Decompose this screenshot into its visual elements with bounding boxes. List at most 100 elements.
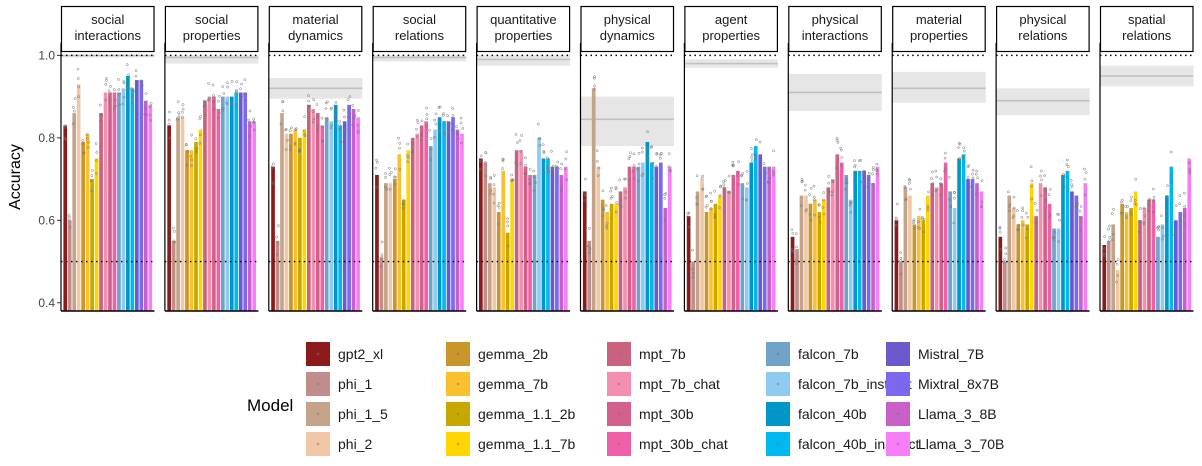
bar <box>767 166 772 311</box>
bar <box>695 191 700 311</box>
data-point <box>451 114 455 117</box>
data-point <box>71 122 75 126</box>
data-point <box>1083 167 1086 171</box>
data-point <box>736 170 740 174</box>
legend-label: phi_1_5 <box>338 406 388 422</box>
data-point <box>546 166 550 169</box>
data-point <box>202 104 206 108</box>
data-point <box>646 130 649 134</box>
data-point <box>1169 178 1173 182</box>
data-point <box>207 98 210 102</box>
data-point <box>284 148 288 151</box>
data-point <box>745 169 749 173</box>
data-point <box>240 95 243 98</box>
data-point <box>81 142 84 146</box>
y-tick-label: 0.8 <box>38 131 55 145</box>
data-point <box>723 179 727 182</box>
data-point <box>967 164 971 167</box>
data-point <box>316 115 319 118</box>
data-point <box>637 151 641 155</box>
legend-swatch <box>607 342 631 366</box>
data-point <box>705 203 709 207</box>
data-point <box>515 164 519 167</box>
data-point <box>663 196 667 200</box>
data-point <box>393 167 397 171</box>
data-point <box>112 107 116 111</box>
data-point <box>1003 258 1006 261</box>
data-point <box>375 185 378 189</box>
data-point <box>1075 203 1079 206</box>
legend-item: phi_1 <box>306 372 372 396</box>
legend-label: falcon_7b_instruct <box>798 376 912 392</box>
data-point <box>597 166 601 170</box>
data-point <box>588 226 591 230</box>
data-point <box>239 87 242 91</box>
facet-title: physical interactions <box>802 12 869 43</box>
data-point <box>244 92 248 96</box>
bar <box>1065 170 1070 311</box>
data-point <box>926 206 930 210</box>
data-point <box>492 201 496 205</box>
data-point <box>1142 222 1146 226</box>
bar <box>835 154 840 311</box>
bar <box>167 125 171 311</box>
data-point <box>632 152 636 156</box>
data-point <box>433 118 437 122</box>
data-point <box>288 129 292 132</box>
data-point <box>943 170 947 173</box>
data-point <box>713 212 716 216</box>
data-point <box>1129 210 1133 214</box>
data-point <box>306 94 310 97</box>
data-point <box>624 196 627 200</box>
data-point <box>415 135 419 139</box>
data-point <box>1125 216 1128 220</box>
data-point <box>442 112 445 116</box>
data-point <box>722 183 726 187</box>
data-point <box>134 81 138 85</box>
data-point <box>438 128 442 132</box>
data-point <box>875 168 879 171</box>
bar <box>207 96 212 311</box>
data-point <box>447 122 451 125</box>
bar <box>1007 195 1012 311</box>
data-point <box>402 199 406 203</box>
data-point <box>979 205 983 208</box>
data-point <box>235 89 238 92</box>
data-point <box>459 116 463 120</box>
data-point <box>848 203 852 207</box>
data-point <box>931 170 934 174</box>
legend-label: falcon_7b <box>798 346 859 362</box>
data-point <box>189 154 192 158</box>
data-point <box>916 220 920 224</box>
data-point <box>998 230 1002 234</box>
data-point <box>528 182 531 186</box>
data-point <box>506 224 510 228</box>
legend-label: Mixtral_8x7B <box>918 376 999 392</box>
data-point <box>947 176 951 179</box>
bar <box>1182 207 1187 311</box>
data-point <box>1103 235 1107 238</box>
bar <box>519 150 523 311</box>
data-point <box>750 159 754 163</box>
data-point <box>899 256 903 260</box>
facet-panel: social interactions <box>60 5 155 312</box>
data-point <box>459 121 463 125</box>
data-point <box>660 152 663 155</box>
data-point <box>939 182 942 185</box>
data-point <box>1148 204 1151 207</box>
legend-swatch-point <box>776 442 780 446</box>
data-point <box>691 276 695 279</box>
data-point <box>651 161 655 165</box>
data-point <box>1138 219 1142 223</box>
data-point <box>1011 216 1015 220</box>
data-point <box>637 179 640 183</box>
data-point <box>284 128 288 131</box>
data-point <box>939 177 943 181</box>
data-point <box>148 105 152 109</box>
bar <box>623 187 627 311</box>
data-point <box>817 203 821 206</box>
bar <box>596 166 600 311</box>
data-point <box>167 118 171 122</box>
data-point <box>958 142 962 146</box>
data-point <box>935 175 939 179</box>
